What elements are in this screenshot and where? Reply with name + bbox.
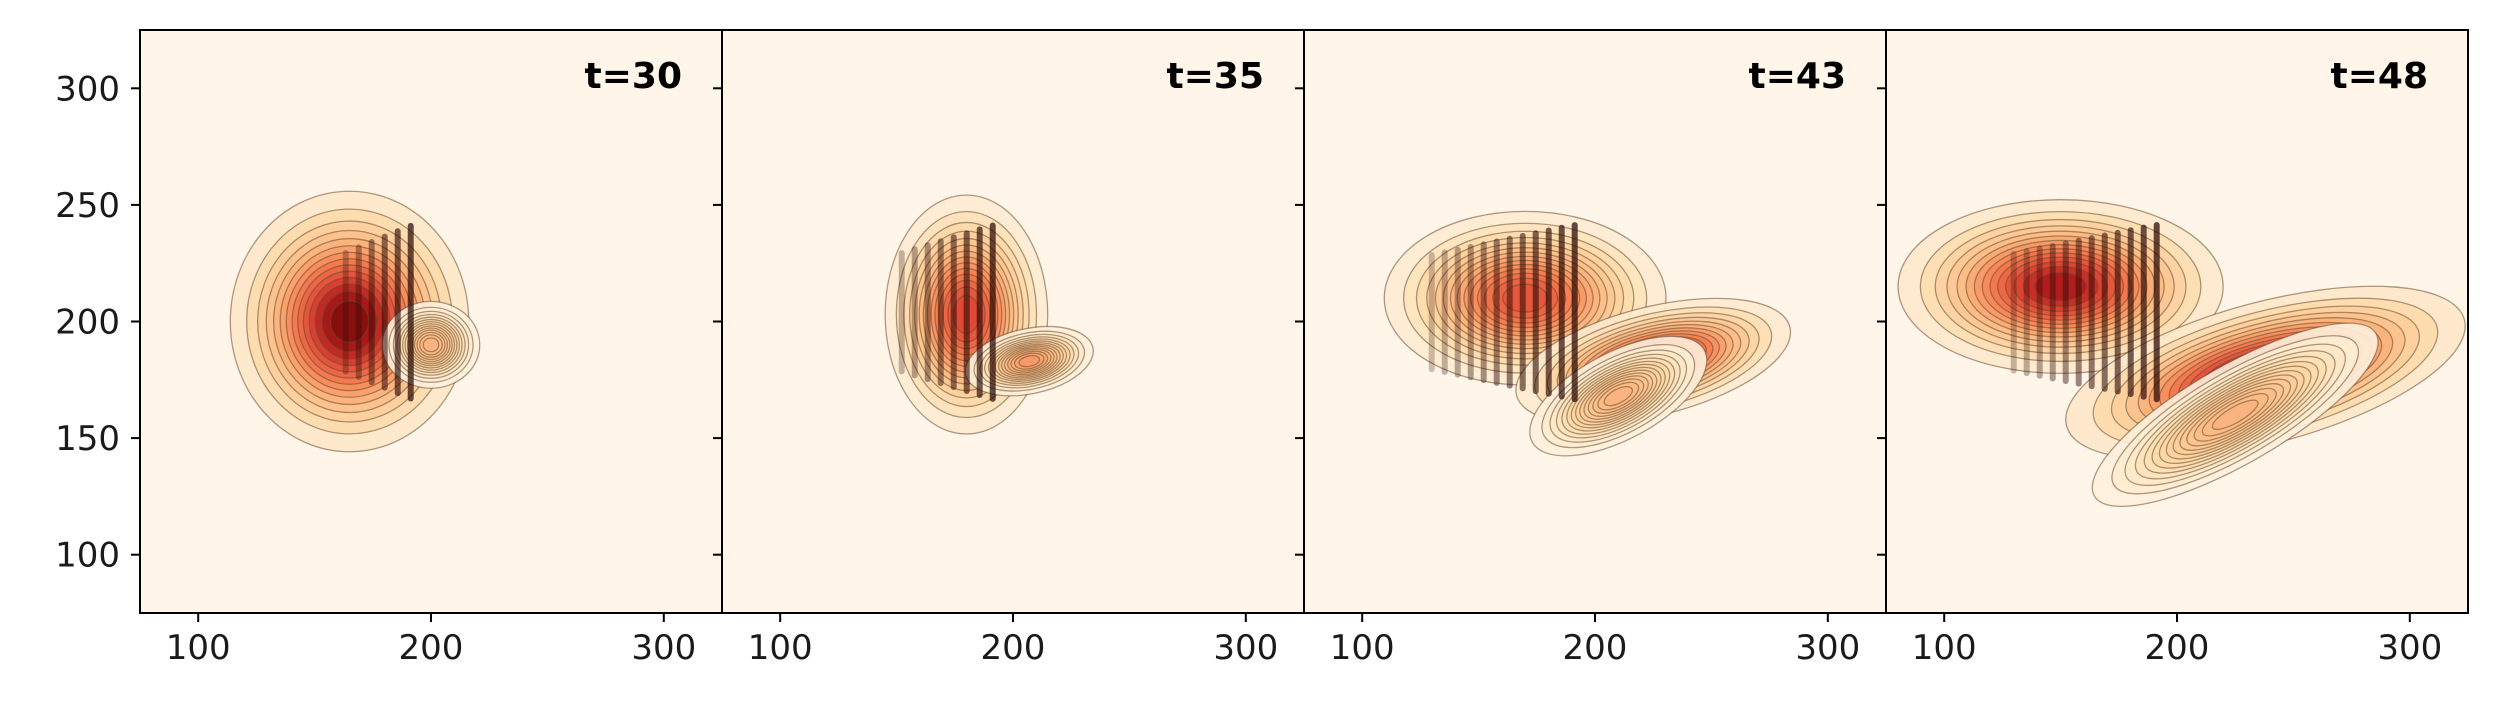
stripe	[2023, 248, 2030, 377]
panel-title: t=35	[1167, 56, 1264, 97]
interference-stripes	[2010, 222, 2160, 403]
x-tick-label: 100	[1330, 628, 1395, 668]
panel-2: 100 200 300 t=35	[713, 29, 1305, 668]
contour-level	[329, 300, 370, 343]
stripe	[1532, 230, 1539, 395]
density-field	[1383, 210, 1792, 457]
interference-stripes	[1428, 222, 1578, 403]
panel-title: t=48	[2331, 56, 2428, 97]
contour-level	[2211, 399, 2259, 431]
y-tick-label: 250	[55, 186, 120, 226]
x-tick-label: 300	[2377, 628, 2442, 668]
stripe	[2075, 237, 2082, 387]
interference-stripes	[898, 222, 996, 402]
stripe	[407, 222, 414, 402]
contour-level	[1603, 385, 1634, 407]
stripe	[898, 250, 905, 375]
stripe	[394, 228, 401, 397]
x-tick-label: 300	[1795, 628, 1860, 668]
stripe	[2127, 227, 2134, 398]
stripe	[963, 230, 970, 395]
contour-level	[2034, 272, 2088, 302]
x-tick-label: 100	[748, 628, 813, 668]
stripe	[1454, 246, 1461, 378]
stripe	[1467, 243, 1474, 381]
contour-level	[422, 337, 440, 353]
stripe	[355, 244, 362, 380]
y-axis: 100 150 200 250 300	[55, 69, 120, 575]
stripe	[2140, 224, 2147, 400]
stripe	[989, 222, 996, 402]
x-tick-label: 300	[1213, 628, 1278, 668]
x-tick-label: 100	[1912, 628, 1977, 668]
stripe	[1493, 238, 1500, 386]
density-field	[1897, 199, 2466, 508]
density-blob-3	[1529, 335, 1708, 457]
y-tick-label: 300	[55, 69, 120, 109]
y-tick-label: 100	[55, 536, 120, 576]
panel-1: 100 200 300 t=30	[131, 29, 723, 668]
stripe	[1519, 233, 1526, 392]
panel-title: t=43	[1749, 56, 1846, 97]
panel-title: t=30	[585, 56, 682, 97]
density-blob-3	[2091, 322, 2379, 508]
stripe	[2049, 242, 2056, 382]
stripe	[1441, 249, 1448, 375]
stripe	[911, 246, 918, 379]
y-tick-label: 200	[55, 303, 120, 343]
density-field	[229, 190, 481, 453]
stripe	[1558, 224, 1565, 400]
stripe	[381, 233, 388, 391]
x-tick-label: 200	[2145, 628, 2210, 668]
stripe	[1506, 235, 1513, 389]
y-tick-label: 150	[55, 419, 120, 459]
x-tick-label: 200	[981, 628, 1046, 668]
x-tick-label: 100	[166, 628, 231, 668]
stripe	[924, 242, 931, 383]
stripe	[2036, 245, 2043, 379]
density-field	[884, 194, 1094, 435]
stripe	[2062, 240, 2069, 385]
stripe	[1428, 252, 1435, 373]
stripe	[2153, 222, 2160, 403]
x-tick-label: 200	[399, 628, 464, 668]
x-tick-label: 200	[1563, 628, 1628, 668]
contour-level	[1018, 354, 1041, 368]
stripe	[2088, 235, 2095, 390]
x-tick-label: 300	[631, 628, 696, 668]
stripe	[950, 234, 957, 391]
stripe	[2101, 232, 2108, 392]
stripe	[2010, 250, 2017, 374]
interference-stripes	[342, 222, 414, 402]
stripe	[976, 226, 983, 398]
stripe	[1545, 227, 1552, 397]
stripe	[1480, 241, 1487, 384]
stripe	[2114, 229, 2121, 395]
stripe	[342, 249, 349, 375]
density-blob-2	[964, 325, 1094, 397]
panel-4: 100 200 300 t=48	[1877, 29, 2469, 668]
stripe	[368, 239, 375, 386]
panel-3: 100 200 300 t=43	[1295, 29, 1887, 668]
stripe	[1571, 222, 1578, 403]
stripe	[937, 238, 944, 387]
